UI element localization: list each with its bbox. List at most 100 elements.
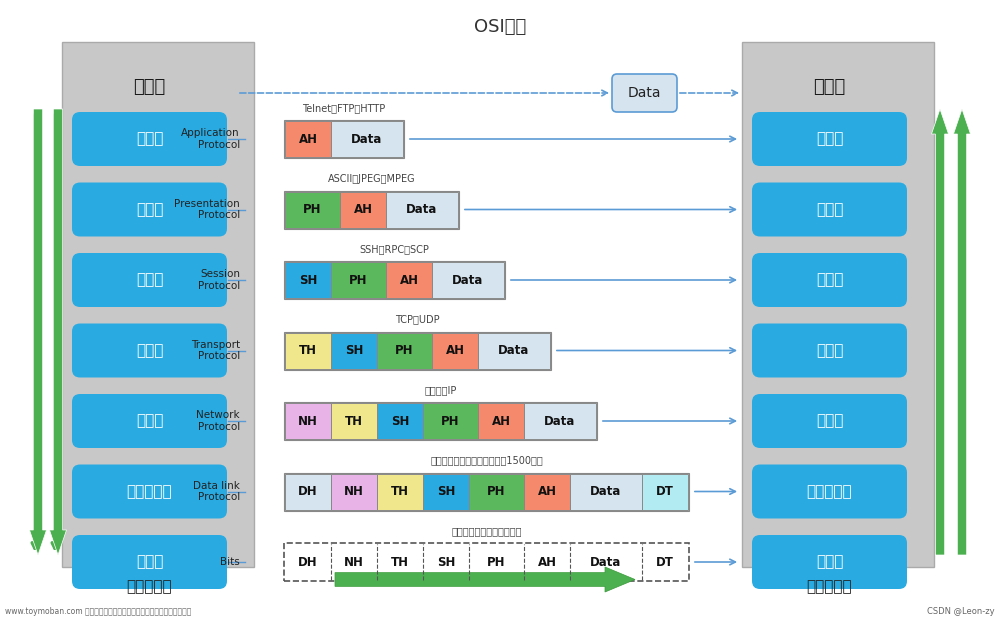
Text: 发送端: 发送端	[133, 78, 166, 96]
FancyBboxPatch shape	[285, 473, 331, 510]
Text: 传输层: 传输层	[816, 343, 843, 358]
Text: Session
Protocol: Session Protocol	[198, 269, 240, 291]
Text: PH: PH	[487, 485, 506, 498]
Polygon shape	[953, 109, 970, 555]
FancyBboxPatch shape	[752, 323, 907, 378]
Text: NH: NH	[344, 555, 364, 568]
Text: Data: Data	[544, 415, 576, 428]
Text: NH: NH	[344, 485, 364, 498]
Text: 一层层拆包: 一层层拆包	[807, 579, 852, 595]
Text: PH: PH	[395, 344, 414, 357]
Text: TCP、UDP: TCP、UDP	[395, 315, 440, 325]
Polygon shape	[932, 109, 949, 555]
Text: AH: AH	[354, 203, 373, 216]
Text: 表示层: 表示层	[136, 202, 163, 217]
FancyBboxPatch shape	[285, 262, 331, 298]
Text: PH: PH	[441, 415, 460, 428]
Text: ASCII、JPEG、MPEG: ASCII、JPEG、MPEG	[328, 173, 415, 183]
Text: DH: DH	[298, 485, 318, 498]
Text: NH: NH	[298, 415, 318, 428]
Text: TH: TH	[299, 344, 317, 357]
Text: 数据包，IP: 数据包，IP	[424, 385, 457, 395]
FancyBboxPatch shape	[752, 112, 907, 166]
Text: AH: AH	[446, 344, 465, 357]
Text: 应用层: 应用层	[136, 131, 163, 146]
Text: AH: AH	[298, 133, 318, 146]
Text: 数据链路层: 数据链路层	[807, 484, 852, 499]
Text: 会话层: 会话层	[816, 273, 843, 288]
FancyBboxPatch shape	[340, 191, 386, 228]
FancyBboxPatch shape	[331, 262, 386, 298]
FancyBboxPatch shape	[423, 403, 478, 439]
Text: 网络层: 网络层	[136, 413, 163, 428]
Text: Data: Data	[498, 344, 530, 357]
Text: SSH、RPC、SCP: SSH、RPC、SCP	[360, 244, 429, 254]
Text: SH: SH	[437, 555, 455, 568]
FancyBboxPatch shape	[432, 262, 504, 298]
Text: Data link
Protocol: Data link Protocol	[193, 481, 240, 502]
FancyBboxPatch shape	[524, 473, 570, 510]
FancyBboxPatch shape	[570, 473, 642, 510]
FancyBboxPatch shape	[72, 394, 227, 448]
Text: CSDN @Leon-zy: CSDN @Leon-zy	[927, 607, 995, 616]
Text: SH: SH	[299, 273, 317, 286]
FancyBboxPatch shape	[469, 473, 524, 510]
FancyBboxPatch shape	[752, 183, 907, 236]
FancyBboxPatch shape	[72, 183, 227, 236]
FancyBboxPatch shape	[478, 403, 524, 439]
Text: Application
Protocol: Application Protocol	[181, 128, 240, 150]
Text: Presentation
Protocol: Presentation Protocol	[174, 199, 240, 220]
Text: www.toymoban.com 网络图片仅供展示，非存储，如有侵权请联系删除。: www.toymoban.com 网络图片仅供展示，非存储，如有侵权请联系删除。	[5, 607, 191, 616]
Text: 以比特流在物理线路中传输: 以比特流在物理线路中传输	[451, 526, 522, 536]
Text: Data: Data	[351, 133, 383, 146]
Text: 物理层: 物理层	[816, 555, 843, 569]
Text: Data: Data	[590, 485, 622, 498]
FancyBboxPatch shape	[612, 74, 677, 112]
FancyBboxPatch shape	[478, 333, 550, 368]
Text: Data: Data	[590, 555, 622, 568]
FancyBboxPatch shape	[386, 191, 458, 228]
FancyBboxPatch shape	[331, 403, 377, 439]
Polygon shape	[49, 109, 66, 555]
FancyBboxPatch shape	[642, 473, 688, 510]
Text: 传输层: 传输层	[136, 343, 163, 358]
Text: 网络层: 网络层	[816, 413, 843, 428]
Text: PH: PH	[303, 203, 322, 216]
Polygon shape	[30, 109, 46, 555]
FancyBboxPatch shape	[432, 333, 478, 368]
Text: AH: AH	[538, 485, 557, 498]
Text: 表示层: 表示层	[816, 202, 843, 217]
FancyBboxPatch shape	[752, 535, 907, 589]
FancyBboxPatch shape	[752, 394, 907, 448]
FancyBboxPatch shape	[72, 253, 227, 307]
Polygon shape	[335, 567, 635, 592]
Text: OSI模型: OSI模型	[474, 18, 526, 36]
Text: 应用层: 应用层	[816, 131, 843, 146]
FancyBboxPatch shape	[742, 42, 934, 567]
Text: SH: SH	[391, 415, 409, 428]
Text: 会话层: 会话层	[136, 273, 163, 288]
FancyBboxPatch shape	[285, 333, 331, 368]
Text: 把比特流包成帧，一个帧最大1500字节: 把比特流包成帧，一个帧最大1500字节	[430, 455, 543, 465]
Text: TH: TH	[345, 415, 363, 428]
Text: PH: PH	[349, 273, 368, 286]
Text: DH: DH	[298, 555, 318, 568]
FancyBboxPatch shape	[285, 403, 331, 439]
FancyBboxPatch shape	[331, 333, 377, 368]
FancyBboxPatch shape	[331, 473, 377, 510]
FancyBboxPatch shape	[752, 253, 907, 307]
FancyBboxPatch shape	[524, 403, 596, 439]
Text: Data: Data	[406, 203, 438, 216]
FancyBboxPatch shape	[285, 121, 331, 157]
FancyBboxPatch shape	[331, 121, 403, 157]
Text: TH: TH	[391, 485, 409, 498]
Text: Data: Data	[628, 86, 661, 100]
Text: 物理层: 物理层	[136, 555, 163, 569]
Text: Telnet、FTP、HTTP: Telnet、FTP、HTTP	[302, 103, 386, 113]
Text: AH: AH	[400, 273, 419, 286]
Text: SH: SH	[437, 485, 455, 498]
Text: PH: PH	[487, 555, 506, 568]
Text: DT: DT	[656, 555, 674, 568]
Text: 接收端: 接收端	[813, 78, 846, 96]
FancyBboxPatch shape	[386, 262, 432, 298]
